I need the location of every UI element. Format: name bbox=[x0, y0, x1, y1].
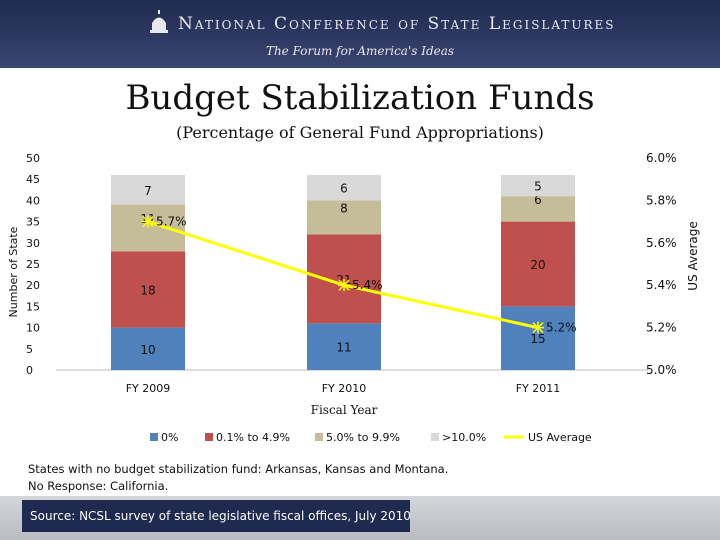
bar-segment bbox=[111, 174, 185, 205]
y2-tick-label: 5.2% bbox=[646, 321, 677, 335]
y-tick-label: 50 bbox=[26, 152, 40, 165]
us-average-label: 5.2% bbox=[546, 321, 577, 335]
us-average-point bbox=[338, 279, 350, 292]
bar-data-label: 15 bbox=[530, 332, 545, 346]
bar-segment bbox=[111, 204, 185, 252]
bar-segment bbox=[307, 174, 381, 201]
x-tick-label: FY 2010 bbox=[322, 382, 367, 395]
bar-segment bbox=[307, 323, 381, 370]
note-no-fund: States with no budget stabilization fund… bbox=[28, 462, 449, 476]
y-tick-label: 10 bbox=[26, 322, 40, 335]
y2-tick-label: 5.4% bbox=[646, 278, 677, 292]
y-tick-label: 20 bbox=[26, 279, 40, 292]
note-no-response: No Response: California. bbox=[28, 479, 169, 493]
bar-data-label: 8 bbox=[340, 201, 348, 215]
y-tick-label: 15 bbox=[26, 300, 40, 313]
legend-label: US Average bbox=[528, 431, 592, 444]
y-tick-label: 40 bbox=[26, 194, 40, 207]
bar-segment bbox=[307, 200, 381, 235]
y-tick-label: 35 bbox=[26, 216, 40, 229]
y2-axis-title: US Average bbox=[686, 221, 700, 291]
bar-segment bbox=[501, 221, 575, 307]
y2-tick-label: 5.0% bbox=[646, 363, 677, 377]
legend-swatch bbox=[150, 433, 158, 441]
bar-segment bbox=[501, 196, 575, 222]
x-axis-title: Fiscal Year bbox=[311, 403, 378, 417]
legend-label: >10.0% bbox=[442, 431, 486, 444]
bar-segment bbox=[307, 234, 381, 324]
bar-data-label: 5 bbox=[534, 180, 542, 194]
us-average-point bbox=[532, 321, 544, 334]
org-tagline: The Forum for America's Ideas bbox=[265, 44, 455, 58]
bar-data-label: 7 bbox=[144, 184, 152, 198]
legend-swatch bbox=[205, 433, 213, 441]
legend-swatch bbox=[431, 433, 439, 441]
y2-tick-label: 5.8% bbox=[646, 193, 677, 207]
legend-label: 0% bbox=[161, 431, 178, 444]
stacked-bar-chart: 0 5 10 15 20 25 30 35 40 45 50 5.0% 5.2% 5.4% 5.6% 5.8%… bbox=[7, 151, 700, 444]
us-average-point bbox=[142, 215, 154, 228]
chart-subtitle: (Percentage of General Fund Appropriatio… bbox=[176, 123, 544, 142]
y-tick-label: 45 bbox=[26, 173, 40, 186]
bar-data-label: 20 bbox=[530, 258, 545, 272]
legend-label: 5.0% to 9.9% bbox=[326, 431, 400, 444]
legend-label: 0.1% to 4.9% bbox=[216, 431, 290, 444]
header-banner: National Conference of State Legislature… bbox=[0, 0, 720, 68]
bar-data-label: 6 bbox=[340, 182, 348, 196]
y-tick-label: 30 bbox=[26, 237, 40, 250]
bar-data-label: 6 bbox=[534, 193, 542, 207]
y2-tick-label: 6.0% bbox=[646, 151, 677, 165]
y-axis-title: Number of State bbox=[7, 226, 20, 317]
y2-tick-label: 5.6% bbox=[646, 236, 677, 250]
capitol-dome-icon bbox=[150, 10, 168, 33]
bar-segment bbox=[111, 251, 185, 328]
y-tick-label: 5 bbox=[26, 343, 33, 356]
chart-title: Budget Stabilization Funds bbox=[125, 78, 595, 118]
bar-data-label: 18 bbox=[140, 283, 155, 297]
bar-segment bbox=[501, 306, 575, 370]
x-tick-label: FY 2011 bbox=[516, 382, 561, 395]
bar-data-label: 11 bbox=[336, 341, 351, 355]
y-tick-label: 0 bbox=[26, 364, 33, 377]
bar-segment bbox=[501, 174, 575, 197]
bar-segment bbox=[111, 327, 185, 370]
us-average-label: 5.7% bbox=[156, 215, 187, 229]
y-tick-label: 25 bbox=[26, 258, 40, 271]
bar-data-label: 10 bbox=[140, 343, 155, 357]
org-name: National Conference of State Legislature… bbox=[178, 14, 616, 34]
source-note: Source: NCSL survey of state legislative… bbox=[22, 500, 411, 532]
us-average-label: 5.4% bbox=[352, 278, 383, 292]
legend-swatch bbox=[315, 433, 323, 441]
x-tick-label: FY 2009 bbox=[126, 382, 171, 395]
